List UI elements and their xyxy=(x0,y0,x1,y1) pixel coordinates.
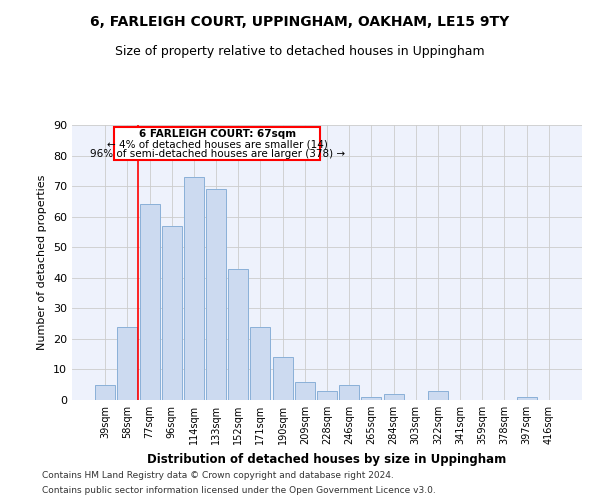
Bar xyxy=(317,391,337,400)
Bar xyxy=(383,394,404,400)
Bar xyxy=(162,226,182,400)
Bar xyxy=(428,391,448,400)
Bar xyxy=(206,189,226,400)
Bar xyxy=(95,384,115,400)
Bar xyxy=(272,357,293,400)
Y-axis label: Number of detached properties: Number of detached properties xyxy=(37,175,47,350)
FancyBboxPatch shape xyxy=(114,126,320,160)
Text: 6 FARLEIGH COURT: 67sqm: 6 FARLEIGH COURT: 67sqm xyxy=(139,129,296,139)
Bar xyxy=(118,326,137,400)
Bar xyxy=(184,177,204,400)
Bar xyxy=(250,326,271,400)
Bar xyxy=(361,397,382,400)
Text: 6, FARLEIGH COURT, UPPINGHAM, OAKHAM, LE15 9TY: 6, FARLEIGH COURT, UPPINGHAM, OAKHAM, LE… xyxy=(91,15,509,29)
Text: Contains public sector information licensed under the Open Government Licence v3: Contains public sector information licen… xyxy=(42,486,436,495)
Text: ← 4% of detached houses are smaller (14): ← 4% of detached houses are smaller (14) xyxy=(107,139,328,149)
X-axis label: Distribution of detached houses by size in Uppingham: Distribution of detached houses by size … xyxy=(148,452,506,466)
Bar xyxy=(228,268,248,400)
Text: Contains HM Land Registry data © Crown copyright and database right 2024.: Contains HM Land Registry data © Crown c… xyxy=(42,471,394,480)
Text: Size of property relative to detached houses in Uppingham: Size of property relative to detached ho… xyxy=(115,45,485,58)
Text: 96% of semi-detached houses are larger (378) →: 96% of semi-detached houses are larger (… xyxy=(89,149,345,159)
Bar xyxy=(140,204,160,400)
Bar xyxy=(339,384,359,400)
Bar xyxy=(517,397,536,400)
Bar xyxy=(295,382,315,400)
